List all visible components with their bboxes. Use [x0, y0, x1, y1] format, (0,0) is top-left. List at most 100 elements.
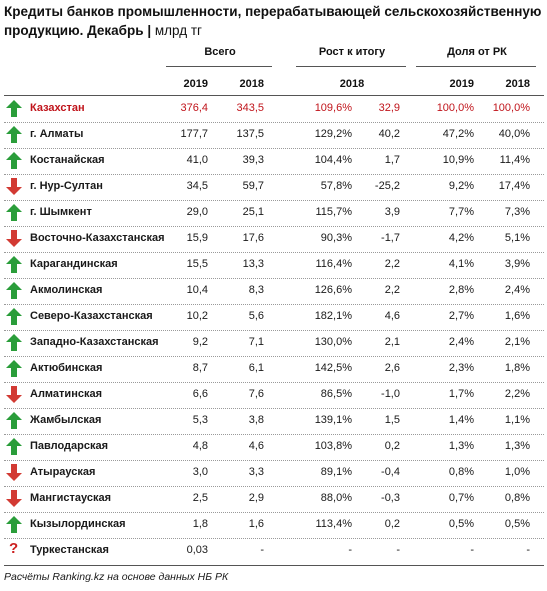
growth-percent: 88,0% — [320, 492, 352, 504]
growth-absolute: 4,6 — [384, 310, 400, 322]
question-mark-icon: ? — [9, 540, 19, 557]
share-2018: 0,8% — [504, 492, 530, 504]
value-2019: 10,2 — [186, 310, 208, 322]
growth-percent: 104,4% — [314, 154, 352, 166]
growth-percent: 182,1% — [314, 310, 352, 322]
share-2019: 0,8% — [448, 466, 474, 478]
growth-absolute: 2,6 — [384, 362, 400, 374]
region-name: Кызылординская — [30, 518, 126, 530]
growth-percent: - — [348, 544, 352, 556]
value-2018: 7,1 — [248, 336, 264, 348]
value-2019: 0,03 — [186, 544, 208, 556]
value-2019: 8,7 — [192, 362, 208, 374]
value-2018: 8,3 — [248, 284, 264, 296]
arrow-up-icon — [6, 152, 22, 169]
region-name: Костанайская — [30, 154, 105, 166]
value-2018: 7,6 — [248, 388, 264, 400]
value-2019: 1,8 — [192, 518, 208, 530]
share-2018: 100,0% — [492, 102, 530, 114]
header-total-2018: 2018 — [239, 78, 264, 90]
share-2018: 7,3% — [504, 206, 530, 218]
row-divider — [4, 512, 544, 513]
value-2019: 2,5 — [192, 492, 208, 504]
row-divider — [4, 174, 544, 175]
header-growth-2018: 2018 — [339, 78, 365, 90]
share-2018: 3,9% — [504, 258, 530, 270]
value-2019: 10,4 — [186, 284, 208, 296]
value-2019: 9,2 — [192, 336, 208, 348]
region-name: Актюбинская — [30, 362, 103, 374]
growth-absolute: 0,2 — [384, 440, 400, 452]
value-2018: 25,1 — [242, 206, 264, 218]
row-divider — [4, 486, 544, 487]
share-2019: 9,2% — [448, 180, 474, 192]
row-divider — [4, 434, 544, 435]
region-name: г. Нур-Султан — [30, 180, 103, 192]
share-2019: 4,1% — [448, 258, 474, 270]
growth-percent: 109,6% — [314, 102, 352, 114]
share-2018: 2,2% — [504, 388, 530, 400]
header-share-2018: 2018 — [505, 78, 530, 90]
share-2019: 0,7% — [448, 492, 474, 504]
arrow-up-icon — [6, 516, 22, 533]
share-2018: - — [526, 544, 530, 556]
table-row: Северо-Казахстанская 10,2 5,6 182,1% 4,6 2,7%… — [0, 304, 547, 330]
header-underline-share — [416, 66, 536, 67]
row-divider — [4, 304, 544, 305]
value-2018: 3,3 — [248, 466, 264, 478]
growth-absolute: -0,3 — [381, 492, 400, 504]
share-2018: 0,5% — [504, 518, 530, 530]
share-2018: 1,6% — [504, 310, 530, 322]
arrow-up-icon — [6, 100, 22, 117]
value-2018: 39,3 — [242, 154, 264, 166]
arrow-up-icon — [6, 126, 22, 143]
share-2019: 10,9% — [442, 154, 474, 166]
table-row: Казахстан 376,4 343,5 109,6% 32,9 100,0% 100,0… — [0, 96, 547, 122]
header-growth: Рост к итогу — [318, 46, 386, 58]
region-name: г. Шымкент — [30, 206, 92, 218]
region-name: Алматинская — [30, 388, 102, 400]
growth-percent: 89,1% — [320, 466, 352, 478]
value-2018: 59,7 — [242, 180, 264, 192]
share-2019: 1,7% — [448, 388, 474, 400]
arrow-down-icon — [6, 490, 22, 507]
value-2019: 5,3 — [192, 414, 208, 426]
header-total: Всего — [204, 46, 236, 58]
share-2018: 5,1% — [504, 232, 530, 244]
growth-absolute: 0,2 — [384, 518, 400, 530]
growth-percent: 86,5% — [320, 388, 352, 400]
growth-absolute: 2,2 — [384, 284, 400, 296]
value-2019: 177,7 — [180, 128, 208, 140]
growth-absolute: 3,9 — [384, 206, 400, 218]
table-row: Алматинская 6,6 7,6 86,5% -1,0 1,7% 2,2% — [0, 382, 547, 408]
region-name: Карагандинская — [30, 258, 118, 270]
growth-absolute: 32,9 — [378, 102, 400, 114]
share-2019: 47,2% — [442, 128, 474, 140]
value-2018: 5,6 — [248, 310, 264, 322]
row-divider — [4, 538, 544, 539]
share-2019: 2,4% — [448, 336, 474, 348]
growth-absolute: -1,0 — [381, 388, 400, 400]
row-divider — [4, 226, 544, 227]
growth-percent: 142,5% — [314, 362, 352, 374]
arrow-up-icon — [6, 360, 22, 377]
arrow-up-icon — [6, 204, 22, 221]
value-2018: 343,5 — [236, 102, 264, 114]
arrow-up-icon — [6, 438, 22, 455]
share-2019: 100,0% — [436, 102, 474, 114]
table-title: Кредиты банков промышленности, перерабат… — [4, 2, 544, 40]
value-2019: 34,5 — [186, 180, 208, 192]
row-divider — [4, 460, 544, 461]
arrow-up-icon — [6, 334, 22, 351]
header-bottom-rule — [4, 95, 544, 96]
arrow-down-icon — [6, 178, 22, 195]
share-2019: - — [470, 544, 474, 556]
table-row: Карагандинская 15,5 13,3 116,4% 2,2 4,1% 3,9% — [0, 252, 547, 278]
value-2019: 3,0 — [192, 466, 208, 478]
growth-absolute: 2,1 — [384, 336, 400, 348]
value-2019: 376,4 — [180, 102, 208, 114]
value-2019: 6,6 — [192, 388, 208, 400]
table-row: Павлодарская 4,8 4,6 103,8% 0,2 1,3% 1,3% — [0, 434, 547, 460]
region-name: Восточно-Казахстанская — [30, 232, 165, 244]
growth-percent: 130,0% — [314, 336, 352, 348]
